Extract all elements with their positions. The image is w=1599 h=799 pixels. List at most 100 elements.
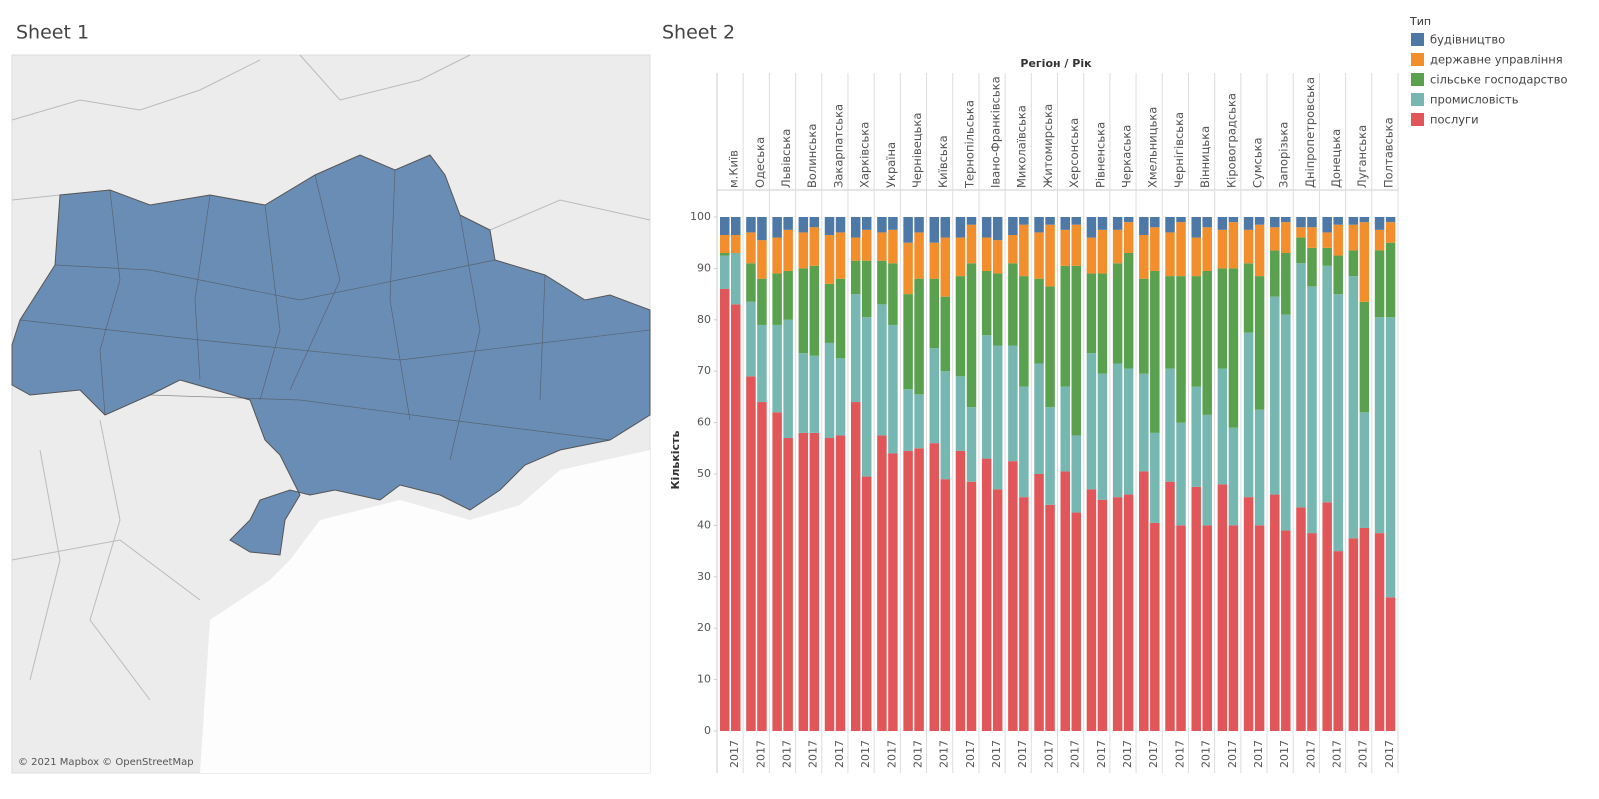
bar-segment <box>903 450 913 731</box>
region-label: Черкаська <box>1119 125 1133 188</box>
bar-segment <box>929 242 940 279</box>
bar-segment <box>1281 252 1291 315</box>
y-tick-label: 100 <box>690 210 711 223</box>
bar-segment <box>955 237 966 277</box>
bar-segment <box>1034 217 1044 233</box>
bar-segment <box>1123 252 1134 369</box>
region-label: Кіровоградська <box>1224 93 1238 188</box>
bar-segment <box>1270 250 1280 297</box>
bar-segment <box>861 476 872 731</box>
bar-segment <box>1296 263 1306 508</box>
bar-segment <box>809 432 820 731</box>
bar-segment <box>992 240 1003 274</box>
bar-segment <box>731 234 741 253</box>
bar-segment <box>824 283 835 343</box>
bar-segment <box>1086 353 1097 490</box>
region-label: Волинська <box>805 124 819 188</box>
bar-segment <box>929 217 940 243</box>
bar-segment <box>850 294 861 403</box>
bar-segment <box>1071 435 1081 513</box>
bar-segment <box>1359 301 1370 413</box>
legend-label: промисловість <box>1430 93 1519 107</box>
bar-segment <box>1112 497 1123 731</box>
bar-segment <box>1296 507 1306 731</box>
bar-segment <box>877 260 887 305</box>
bar-segment <box>1097 373 1108 500</box>
bar-segment <box>1150 217 1160 228</box>
bar-segment <box>1086 217 1097 238</box>
bar-segment <box>1202 217 1212 228</box>
bar-segment <box>1034 278 1044 364</box>
bar-segment <box>1359 222 1370 302</box>
bar-segment <box>1191 217 1201 238</box>
bar-segment <box>981 270 992 336</box>
sheet-title: Sheet 1 <box>16 22 89 44</box>
legend-label: будівництво <box>1430 33 1505 47</box>
x-tick-label: 2017 <box>938 740 951 768</box>
bar-segment <box>1019 497 1029 731</box>
bar-segment <box>1228 268 1239 428</box>
bar-segment <box>1385 597 1396 731</box>
bar-segment <box>731 304 741 731</box>
x-tick-label: 2017 <box>1147 740 1160 768</box>
sheet-title: Sheet 2 <box>662 22 735 44</box>
bar-segment <box>1008 345 1018 462</box>
bar-segment <box>835 358 846 436</box>
bar-segment <box>1322 265 1332 503</box>
region-label: Луганська <box>1355 125 1369 188</box>
bar-segment <box>1045 217 1055 225</box>
region-label: Херсонська <box>1067 118 1081 188</box>
map-borders <box>11 54 651 701</box>
bar-segment <box>1202 227 1212 271</box>
bar-segment <box>914 278 924 395</box>
x-tick-label: 2017 <box>1042 740 1055 768</box>
region-label: Вінницька <box>1198 126 1212 188</box>
bar-segment <box>940 296 951 372</box>
bar-segment <box>746 232 756 264</box>
bar-segment <box>1228 217 1239 223</box>
bar-segment <box>1060 386 1070 472</box>
y-tick-label: 60 <box>697 416 711 429</box>
bar-segment <box>888 453 898 731</box>
bar-segment <box>1019 217 1029 225</box>
bar-segment <box>1019 276 1029 387</box>
bar-segment <box>1374 317 1385 534</box>
legend-label: державне управління <box>1430 53 1563 67</box>
bar-segment <box>1217 368 1228 485</box>
bar-segment <box>1112 217 1123 230</box>
bar-segment <box>783 229 793 271</box>
bar-segment <box>1254 409 1265 526</box>
bar-segment <box>1348 250 1359 277</box>
bar-segment <box>1123 222 1134 253</box>
bar-segment <box>966 224 977 264</box>
bar-segment <box>1217 229 1228 269</box>
region-label: Київська <box>936 135 950 188</box>
bar-segment <box>940 479 951 731</box>
y-tick-label: 0 <box>704 724 711 737</box>
bar-segment <box>903 242 913 295</box>
bar-segment <box>1060 265 1070 387</box>
bar-segment <box>720 217 730 235</box>
bar-segment <box>1296 217 1306 228</box>
bar-segment <box>757 324 767 403</box>
x-tick-label: 2017 <box>1278 740 1291 768</box>
bar-segment <box>1034 363 1044 474</box>
bar-segment <box>992 273 1003 346</box>
bar-segment <box>1139 217 1149 235</box>
bar-segment <box>1150 270 1160 433</box>
bar-segment <box>757 240 767 279</box>
bar-segment <box>1019 224 1029 277</box>
bar-segment <box>1097 273 1108 374</box>
ukraine-region[interactable] <box>11 154 651 556</box>
bar-segment <box>1374 250 1385 318</box>
bar-segment <box>1202 525 1212 731</box>
bar-segment <box>1359 217 1370 223</box>
bar-segment <box>1191 386 1201 487</box>
bar-segment <box>783 438 793 731</box>
bar-segment <box>888 217 898 230</box>
legend-label: послуги <box>1430 113 1479 127</box>
bar-segment <box>850 217 861 238</box>
region-label: Закарпатська <box>831 104 845 188</box>
legend-label: сільське господарство <box>1430 73 1568 87</box>
bar-segment <box>731 217 741 235</box>
